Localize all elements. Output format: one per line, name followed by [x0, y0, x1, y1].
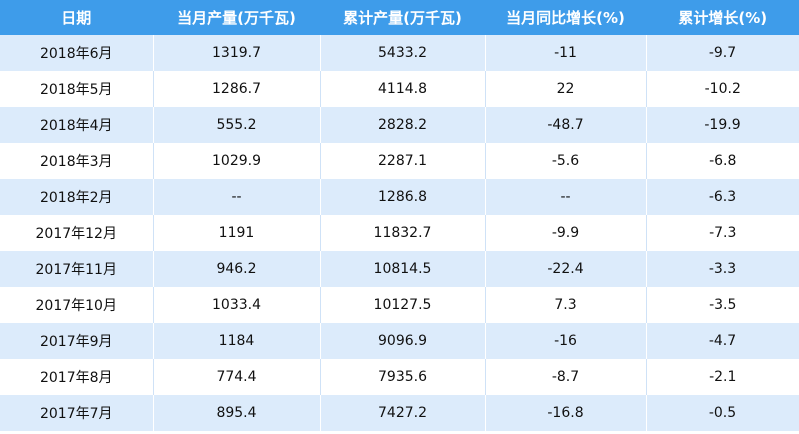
- cell-cumulative-growth: -2.1: [646, 359, 799, 395]
- table-row: 2018年4月 555.2 2828.2 -48.7 -19.9: [0, 107, 799, 143]
- table-row: 2017年11月 946.2 10814.5 -22.4 -3.3: [0, 251, 799, 287]
- cell-date: 2017年12月: [0, 215, 154, 251]
- cell-date: 2017年11月: [0, 251, 154, 287]
- cell-date: 2018年3月: [0, 143, 154, 179]
- table-row: 2017年10月 1033.4 10127.5 7.3 -3.5: [0, 287, 799, 323]
- cell-cumulative-growth: -9.7: [646, 35, 799, 71]
- cell-monthly-yoy-growth: -16: [485, 323, 647, 359]
- cell-date: 2017年7月: [0, 395, 154, 431]
- cell-cumulative-output: 1286.8: [320, 179, 486, 215]
- cell-cumulative-growth: -19.9: [646, 107, 799, 143]
- cell-cumulative-output: 9096.9: [320, 323, 486, 359]
- cell-cumulative-growth: -6.3: [646, 179, 799, 215]
- cell-monthly-output: --: [153, 179, 321, 215]
- column-header-date: 日期: [0, 0, 154, 35]
- cell-date: 2018年4月: [0, 107, 154, 143]
- table-row: 2017年9月 1184 9096.9 -16 -4.7: [0, 323, 799, 359]
- cell-cumulative-output: 7935.6: [320, 359, 486, 395]
- cell-date: 2018年5月: [0, 71, 154, 107]
- cell-cumulative-growth: -0.5: [646, 395, 799, 431]
- cell-cumulative-growth: -3.3: [646, 251, 799, 287]
- cell-monthly-output: 895.4: [153, 395, 321, 431]
- table-row: 2018年5月 1286.7 4114.8 22 -10.2: [0, 71, 799, 107]
- cell-date: 2017年8月: [0, 359, 154, 395]
- cell-monthly-yoy-growth: -9.9: [485, 215, 647, 251]
- cell-cumulative-output: 10127.5: [320, 287, 486, 323]
- cell-monthly-yoy-growth: -5.6: [485, 143, 647, 179]
- cell-monthly-yoy-growth: -22.4: [485, 251, 647, 287]
- table-row: 2018年2月 -- 1286.8 -- -6.3: [0, 179, 799, 215]
- column-header-monthly-output: 当月产量(万千瓦): [153, 0, 321, 35]
- cell-cumulative-output: 11832.7: [320, 215, 486, 251]
- cell-monthly-yoy-growth: -11: [485, 35, 647, 71]
- cell-monthly-yoy-growth: --: [485, 179, 647, 215]
- table-row: 2017年7月 895.4 7427.2 -16.8 -0.5: [0, 395, 799, 431]
- cell-cumulative-growth: -7.3: [646, 215, 799, 251]
- cell-monthly-output: 1319.7: [153, 35, 321, 71]
- cell-monthly-output: 1184: [153, 323, 321, 359]
- table-row: 2017年12月 1191 11832.7 -9.9 -7.3: [0, 215, 799, 251]
- cell-cumulative-growth: -10.2: [646, 71, 799, 107]
- header-row: 日期 当月产量(万千瓦) 累计产量(万千瓦) 当月同比增长(%) 累计增长(%): [0, 0, 799, 35]
- cell-cumulative-output: 2287.1: [320, 143, 486, 179]
- cell-monthly-output: 1029.9: [153, 143, 321, 179]
- cell-date: 2017年10月: [0, 287, 154, 323]
- cell-cumulative-growth: -6.8: [646, 143, 799, 179]
- cell-cumulative-output: 7427.2: [320, 395, 486, 431]
- cell-monthly-yoy-growth: -48.7: [485, 107, 647, 143]
- cell-monthly-output: 1286.7: [153, 71, 321, 107]
- cell-cumulative-output: 4114.8: [320, 71, 486, 107]
- cell-monthly-output: 1033.4: [153, 287, 321, 323]
- cell-monthly-output: 1191: [153, 215, 321, 251]
- column-header-cumulative-growth: 累计增长(%): [646, 0, 799, 35]
- cell-monthly-yoy-growth: 7.3: [485, 287, 647, 323]
- column-header-monthly-yoy-growth: 当月同比增长(%): [485, 0, 647, 35]
- cell-date: 2017年9月: [0, 323, 154, 359]
- table-row: 2018年3月 1029.9 2287.1 -5.6 -6.8: [0, 143, 799, 179]
- cell-monthly-output: 555.2: [153, 107, 321, 143]
- column-header-cumulative-output: 累计产量(万千瓦): [320, 0, 486, 35]
- cell-cumulative-output: 2828.2: [320, 107, 486, 143]
- cell-monthly-yoy-growth: 22: [485, 71, 647, 107]
- cell-cumulative-output: 10814.5: [320, 251, 486, 287]
- cell-monthly-yoy-growth: -16.8: [485, 395, 647, 431]
- table-row: 2017年8月 774.4 7935.6 -8.7 -2.1: [0, 359, 799, 395]
- cell-monthly-yoy-growth: -8.7: [485, 359, 647, 395]
- cell-monthly-output: 774.4: [153, 359, 321, 395]
- cell-cumulative-growth: -3.5: [646, 287, 799, 323]
- cell-monthly-output: 946.2: [153, 251, 321, 287]
- cell-date: 2018年2月: [0, 179, 154, 215]
- cell-cumulative-output: 5433.2: [320, 35, 486, 71]
- table-row: 2018年6月 1319.7 5433.2 -11 -9.7: [0, 35, 799, 71]
- cell-date: 2018年6月: [0, 35, 154, 71]
- cell-cumulative-growth: -4.7: [646, 323, 799, 359]
